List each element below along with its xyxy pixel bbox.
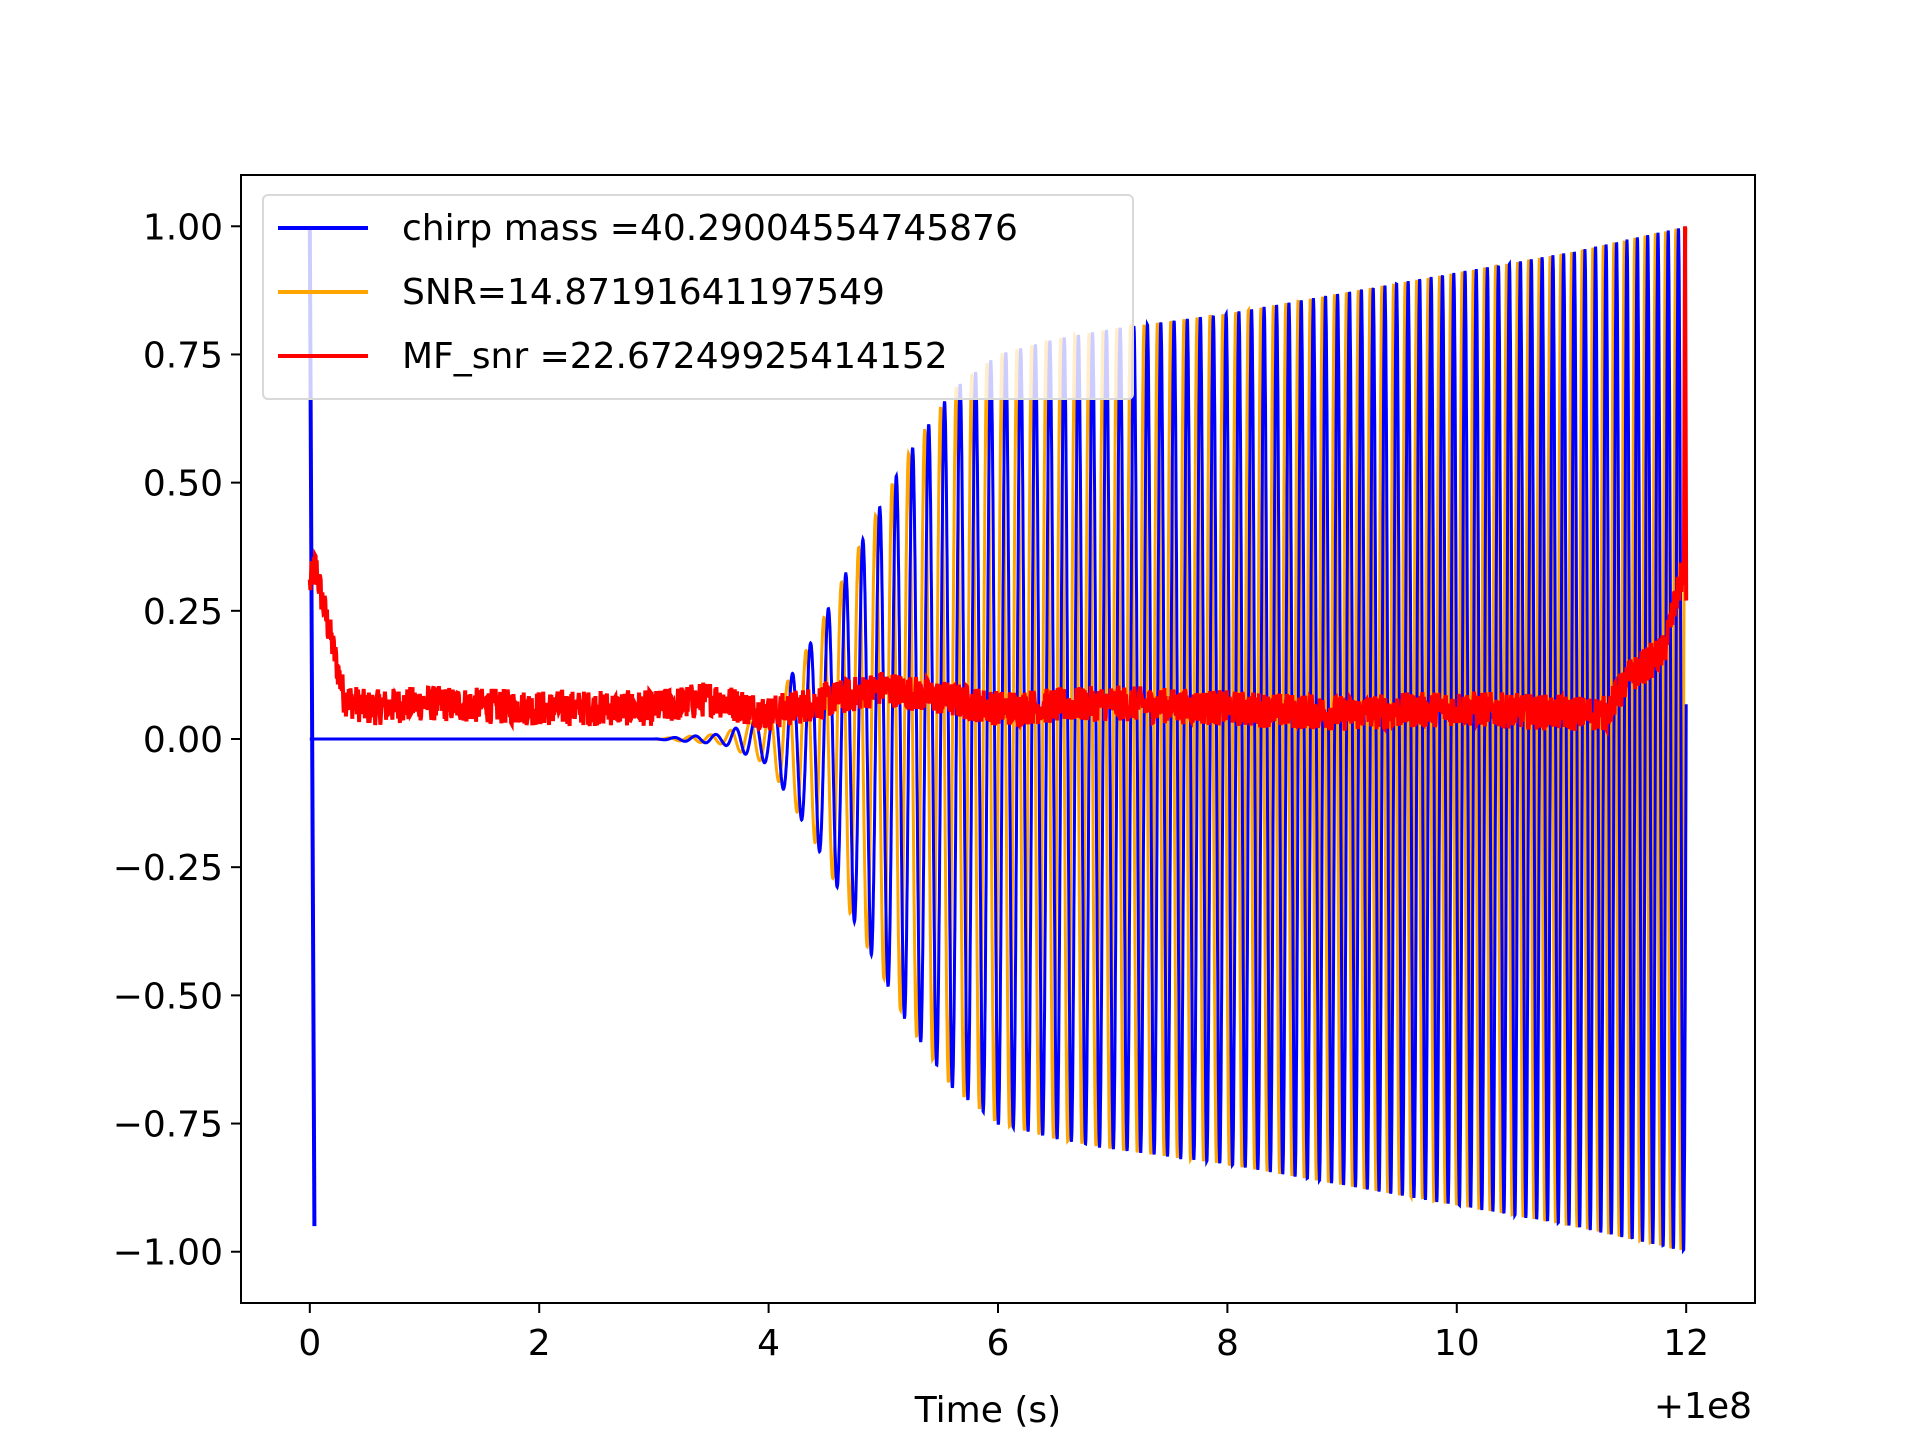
y-tick-label: 0.75 (143, 335, 223, 376)
legend-entry-mf-snr: MF_snr =22.67249925414152 (278, 335, 948, 377)
y-tick-label: −1.00 (113, 1233, 223, 1274)
y-tick-label: 0.25 (143, 592, 223, 633)
y-tick-label: 0.00 (143, 720, 223, 761)
series-spike-mf-snr (1681, 226, 1689, 601)
x-offset-label: +1e8 (1654, 1386, 1752, 1427)
legend-swatch-blue (278, 226, 368, 230)
series-line-chirp-mass (309, 228, 1688, 1255)
y-tick-label: 0.50 (143, 464, 223, 505)
y-tick-label: 1.00 (143, 207, 223, 248)
x-tick-label: 0 (298, 1323, 321, 1364)
legend-label: chirp mass =40.29004554745876 (402, 207, 1018, 249)
y-tick-label: −0.50 (113, 976, 223, 1017)
x-tick-label: 4 (757, 1323, 780, 1364)
legend-entry-chirp-mass: chirp mass =40.29004554745876 (278, 207, 1018, 249)
series-line-mf-snr (307, 546, 1688, 737)
legend-entry-snr: SNR=14.87191641197549 (278, 271, 885, 313)
legend-label: SNR=14.87191641197549 (402, 271, 885, 313)
legend-swatch-orange (278, 290, 368, 294)
axis-ticks: 0 2 4 6 8 10 12 1.00 0.75 0.50 0.25 0.00 −0.25 −0.50 −… (113, 207, 1709, 1364)
x-axis-label: Time (s) (914, 1390, 1061, 1431)
y-tick-label: −0.25 (113, 848, 223, 889)
y-tick-label: −0.75 (113, 1105, 223, 1146)
x-tick-label: 12 (1663, 1323, 1709, 1364)
x-tick-label: 10 (1434, 1323, 1480, 1364)
legend-swatch-red (278, 354, 368, 358)
legend: chirp mass =40.29004554745876 SNR=14.871… (262, 194, 1134, 400)
x-tick-label: 8 (1216, 1323, 1239, 1364)
x-tick-label: 2 (528, 1323, 551, 1364)
x-tick-label: 6 (987, 1323, 1010, 1364)
legend-label: MF_snr =22.67249925414152 (402, 335, 948, 377)
